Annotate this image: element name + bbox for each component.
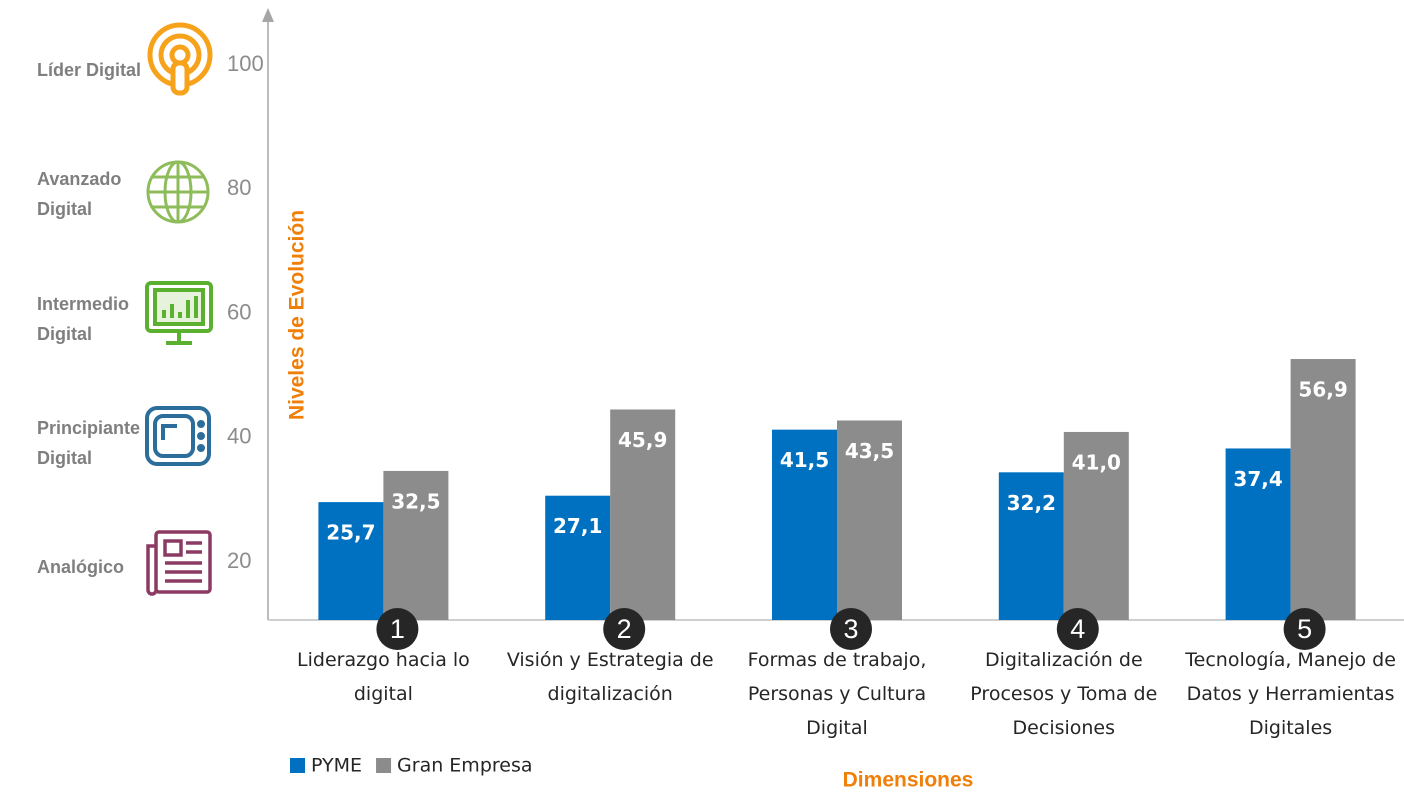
level-name: Líder Digital (37, 60, 142, 80)
y-axis-title: Niveles de Evolución (286, 210, 309, 420)
bar (772, 429, 837, 620)
x-axis-title: Dimensiones (843, 769, 974, 792)
level-value: 20 (227, 548, 251, 573)
legend-swatch (290, 758, 305, 773)
level-name: Analógico (37, 557, 125, 577)
category-number: 1 (390, 614, 405, 644)
category-marker (603, 608, 646, 650)
bar (383, 470, 449, 620)
bar (837, 420, 902, 620)
value-label: 43,5 (845, 439, 894, 463)
level-value: 80 (227, 175, 251, 200)
category-number: 5 (1297, 614, 1312, 644)
level-name: Avanzado Digital (37, 169, 122, 220)
bar (1063, 431, 1129, 620)
level-value: 40 (227, 424, 251, 449)
value-label: 32,2 (1007, 491, 1056, 515)
category-label: Tecnología, Manejo de Datos y Herramient… (1185, 649, 1396, 739)
level-value: 100 (227, 51, 264, 76)
level-value: 60 (227, 299, 251, 324)
level-name: Principiante Digital (37, 417, 141, 468)
value-label: 45,9 (618, 428, 667, 452)
icon-tv (145, 406, 211, 466)
value-label: 56,9 (1298, 378, 1347, 402)
bar (998, 472, 1064, 620)
category-label: Formas de trabajo, Personas y Cultura Di… (747, 649, 927, 739)
bar (1290, 359, 1356, 620)
value-label: 41,0 (1072, 450, 1121, 474)
value-label: 41,5 (780, 448, 829, 472)
category-marker (376, 608, 419, 650)
value-label: 27,1 (553, 514, 602, 538)
icon-newspaper (146, 530, 212, 596)
bar (1225, 448, 1291, 620)
category-label: Liderazgo hacia lo digital (297, 649, 470, 705)
category-number: 3 (843, 614, 858, 644)
bar (545, 495, 611, 620)
legend-label: Gran Empresa (397, 755, 532, 777)
category-label: Digitalización de Procesos y Toma de Dec… (970, 649, 1158, 739)
icon-monitor (145, 281, 213, 345)
category-marker (1283, 608, 1326, 650)
y-axis-arrow (262, 8, 274, 22)
value-label: 32,5 (391, 489, 440, 513)
level-name: Intermedio Digital (37, 293, 130, 344)
value-label: 37,4 (1233, 467, 1282, 491)
legend-swatch (376, 758, 392, 773)
category-number: 2 (617, 614, 632, 644)
bar (318, 502, 384, 620)
category-number: 4 (1070, 614, 1085, 644)
bar (610, 409, 676, 620)
legend-label: PYME (311, 755, 362, 777)
icon-lider (147, 22, 213, 96)
icon-globe (146, 160, 210, 224)
value-label: 25,7 (326, 521, 375, 545)
category-marker (830, 608, 872, 650)
category-label: Visión y Estrategia de digitalización (506, 649, 714, 705)
category-marker (1056, 608, 1099, 650)
